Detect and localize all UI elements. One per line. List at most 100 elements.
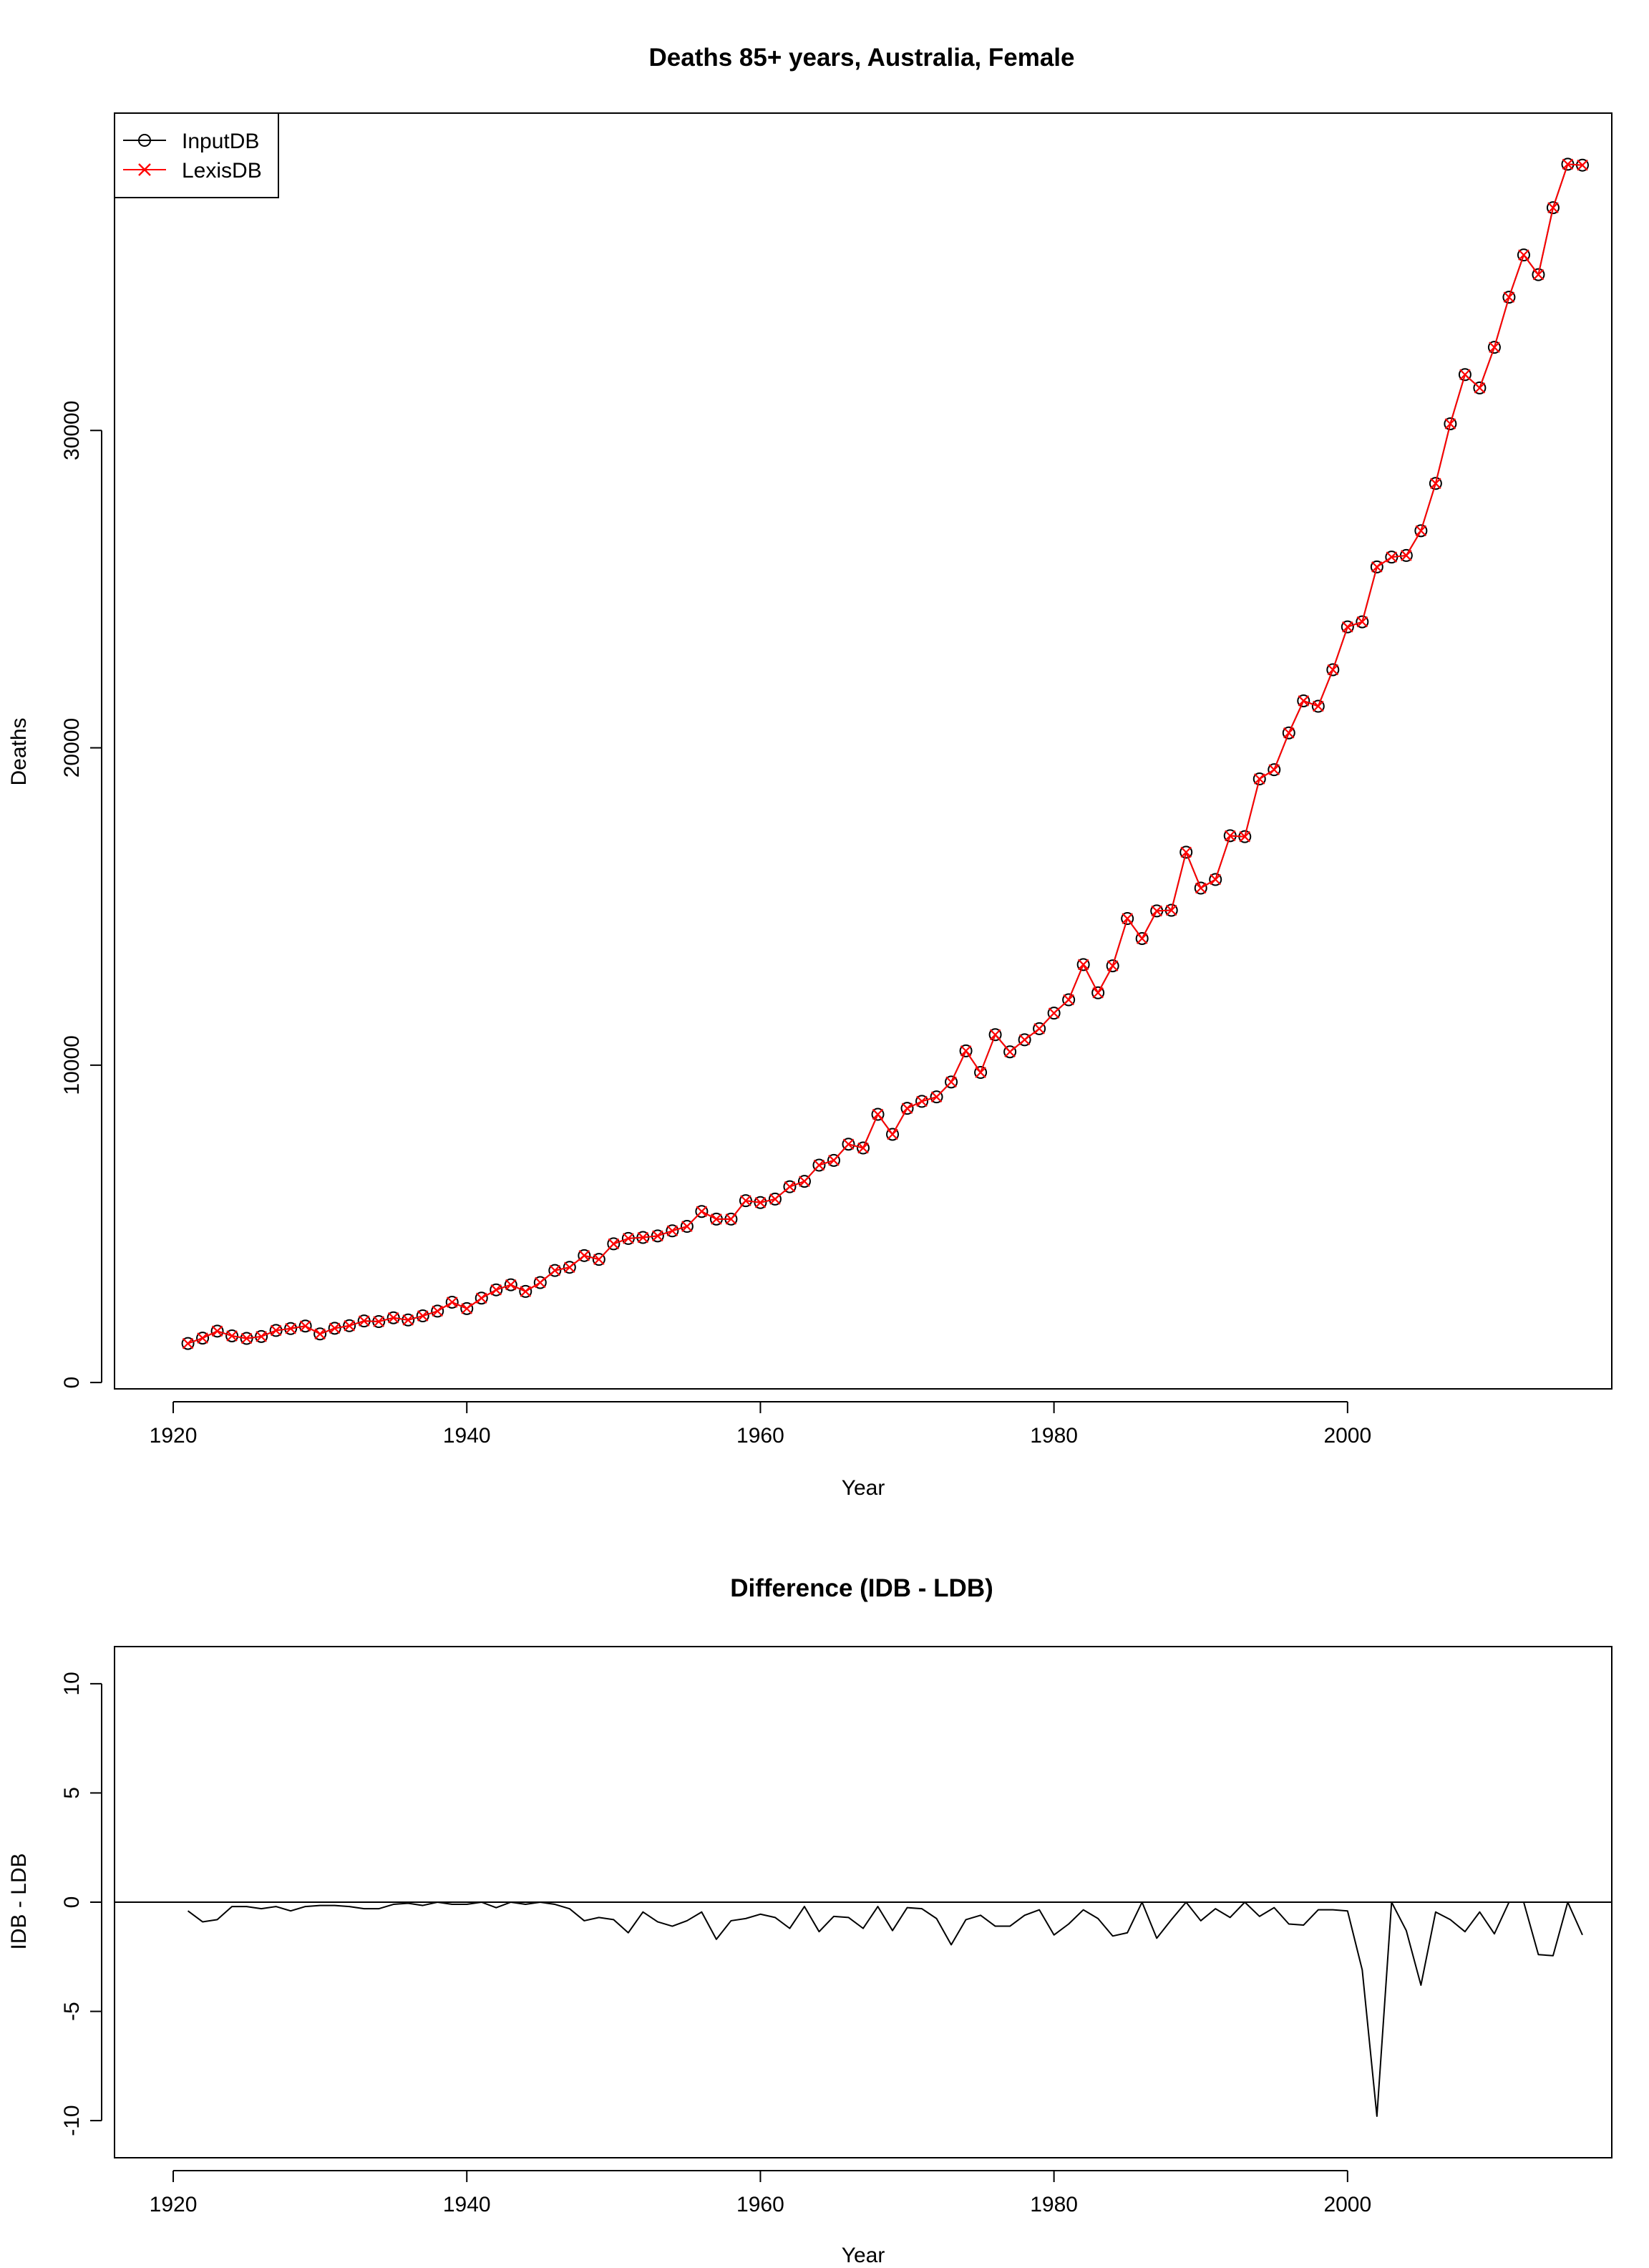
data-point-lexisdb [520, 1286, 532, 1297]
data-point-lexisdb [901, 1102, 913, 1114]
data-point-inputdb [1311, 699, 1325, 713]
chart-title: Deaths 85+ years, Australia, Female [649, 44, 1075, 72]
data-point-lexisdb [1532, 268, 1545, 281]
data-point-inputdb [871, 1108, 885, 1121]
legend-marker-lexisdb [138, 163, 151, 176]
legend-marker-inputdb [138, 134, 151, 147]
data-point-lexisdb [505, 1279, 517, 1291]
data-point-inputdb [1444, 417, 1457, 430]
data-point-inputdb [1546, 201, 1560, 215]
data-point-inputdb [196, 1332, 210, 1345]
data-point-lexisdb [1106, 960, 1119, 971]
data-point-lexisdb [446, 1297, 458, 1308]
data-point-lexisdb [1327, 664, 1339, 676]
data-point-inputdb [1458, 368, 1472, 382]
data-point-lexisdb [490, 1284, 502, 1296]
data-point-lexisdb [681, 1221, 693, 1232]
data-point-lexisdb [549, 1264, 561, 1276]
data-point-lexisdb [417, 1310, 429, 1322]
series-line-lexisdb [188, 163, 1583, 1344]
legend-label-lexisdb: LexisDB [182, 159, 262, 183]
data-point-inputdb [1047, 1007, 1061, 1020]
data-point-inputdb [900, 1102, 914, 1115]
data-point-inputdb [974, 1066, 988, 1080]
legend-label-inputdb: InputDB [182, 130, 259, 153]
data-point-inputdb [1341, 620, 1354, 634]
data-point-inputdb [1473, 381, 1487, 394]
x-tick-label: 2000 [1323, 1424, 1371, 1448]
data-point-lexisdb [1577, 159, 1588, 171]
data-point-lexisdb [1313, 700, 1324, 712]
data-point-inputdb [857, 1141, 870, 1155]
data-point-lexisdb [1165, 904, 1177, 916]
y-tick-label: -5 [60, 2002, 84, 2021]
y-tick-label: 0 [60, 1377, 84, 1389]
y-tick-label: -10 [60, 2105, 84, 2136]
data-point-inputdb [255, 1329, 268, 1343]
data-point-lexisdb [1268, 764, 1280, 775]
data-point-inputdb [768, 1192, 782, 1206]
data-point-inputdb [592, 1253, 605, 1266]
data-point-inputdb [739, 1194, 752, 1208]
data-point-inputdb [1487, 341, 1501, 354]
data-point-lexisdb [1562, 158, 1574, 170]
data-point-lexisdb [725, 1213, 737, 1225]
data-point-lexisdb [930, 1091, 943, 1102]
data-point-lexisdb [1401, 550, 1412, 561]
data-point-lexisdb [1033, 1023, 1045, 1034]
data-point-lexisdb [373, 1316, 384, 1327]
data-point-lexisdb [916, 1095, 928, 1108]
data-point-lexisdb [1283, 727, 1295, 739]
data-point-inputdb [1091, 986, 1105, 999]
data-point-lexisdb [1004, 1046, 1016, 1058]
data-point-lexisdb [1151, 905, 1162, 917]
data-point-inputdb [1106, 959, 1119, 973]
data-point-lexisdb [1474, 382, 1486, 394]
data-point-inputdb [754, 1196, 767, 1209]
data-point-lexisdb [197, 1332, 208, 1344]
data-point-lexisdb [1224, 830, 1236, 842]
data-point-inputdb [431, 1304, 444, 1318]
data-point-lexisdb [799, 1176, 810, 1187]
data-point-lexisdb [593, 1254, 605, 1265]
data-point-inputdb [945, 1075, 958, 1089]
data-point-inputdb [680, 1220, 694, 1234]
data-point-lexisdb [1180, 846, 1192, 858]
data-point-lexisdb [535, 1276, 546, 1289]
data-point-inputdb [460, 1302, 474, 1315]
data-point-lexisdb [1253, 773, 1265, 785]
data-point-lexisdb [1239, 830, 1251, 843]
data-point-inputdb [343, 1319, 356, 1332]
y-tick-label: 10 [60, 1672, 84, 1695]
data-point-lexisdb [769, 1193, 781, 1205]
data-point-inputdb [240, 1332, 253, 1345]
y-tick-label: 30000 [60, 401, 84, 460]
data-point-inputdb [1532, 268, 1545, 281]
x-axis: 1920 1940 1960 1980 2000 [150, 2170, 1371, 2216]
data-point-inputdb [181, 1337, 195, 1350]
y-axis-label: Deaths [7, 717, 31, 785]
data-point-inputdb [313, 1327, 327, 1341]
data-point-inputdb [548, 1264, 562, 1277]
data-point-lexisdb [182, 1337, 194, 1349]
x-tick-label: 1920 [150, 2193, 198, 2216]
data-point-inputdb [269, 1324, 283, 1337]
data-point-lexisdb [887, 1128, 898, 1140]
x-tick-label: 2000 [1323, 2193, 1371, 2216]
data-point-inputdb [416, 1309, 429, 1323]
data-point-lexisdb [1371, 561, 1383, 573]
data-point-inputdb [1194, 881, 1207, 895]
data-point-lexisdb [872, 1108, 884, 1120]
data-point-inputdb [1033, 1022, 1046, 1035]
data-point-lexisdb [754, 1197, 767, 1208]
data-point-lexisdb [387, 1312, 399, 1324]
data-point-lexisdb [329, 1322, 341, 1334]
data-point-inputdb [1252, 772, 1266, 786]
data-point-inputdb [988, 1028, 1002, 1042]
data-point-lexisdb [256, 1331, 267, 1342]
data-point-lexisdb [461, 1303, 473, 1314]
data-point-lexisdb [475, 1292, 487, 1304]
data-point-lexisdb [314, 1328, 326, 1340]
data-point-inputdb [1179, 845, 1193, 859]
